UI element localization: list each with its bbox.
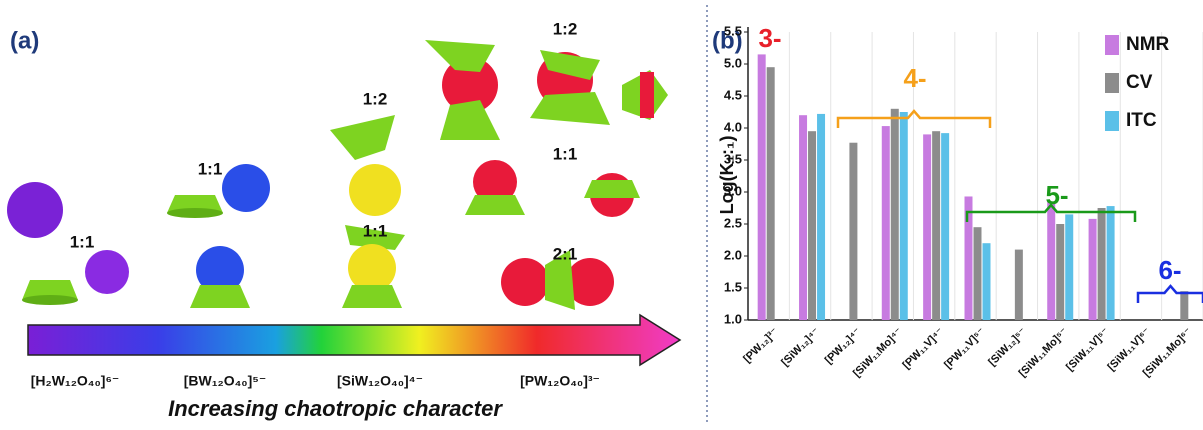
x-tick-label: [SiW₁₂]⁴⁻ <box>779 326 822 369</box>
bar <box>849 142 858 320</box>
bar <box>890 108 899 320</box>
annotation: 3- <box>758 23 781 53</box>
legend-swatch <box>1105 111 1119 131</box>
bar <box>799 115 808 320</box>
bar <box>817 113 826 320</box>
bar <box>1088 218 1097 320</box>
bar <box>1097 208 1106 320</box>
legend-label: ITC <box>1126 110 1157 131</box>
legend-label: NMR <box>1126 34 1170 55</box>
legend-swatch <box>1105 73 1119 93</box>
ratio-label: 1:1 <box>363 221 388 240</box>
bracket <box>965 203 1137 222</box>
bar <box>1065 214 1074 320</box>
bracket <box>836 109 992 128</box>
x-tick-label: [PW₁₁V]⁵⁻ <box>942 326 988 372</box>
bar <box>973 227 982 320</box>
x-tick-label: [PW₁₂]⁴⁻ <box>823 326 864 367</box>
y-tick-label: 2.5 <box>724 215 742 230</box>
molecules <box>7 40 668 310</box>
y-tick-label: 4.0 <box>724 119 742 134</box>
y-tick-label: 2.0 <box>724 247 742 262</box>
bar <box>899 112 908 320</box>
bar <box>964 196 973 320</box>
formula: [BW₁₂O₄₀]⁵⁻ <box>184 373 267 389</box>
ratio-label: 1:2 <box>553 19 578 38</box>
formula: [H₂W₁₂O₄₀]⁶⁻ <box>31 373 120 389</box>
x-tick-label: [SiW₁₂]⁵⁻ <box>986 326 1029 369</box>
y-tick-label: 3.0 <box>724 183 742 198</box>
bracket <box>1136 284 1203 303</box>
gradient-arrow <box>27 313 682 367</box>
arrow-label: Increasing chaotropic character <box>168 396 503 421</box>
y-tick-label: 5.0 <box>724 55 742 70</box>
x-tick-label: [PW₁₂]³⁻ <box>741 326 781 366</box>
ratio-label: 1:2 <box>363 89 388 108</box>
bar <box>932 131 941 320</box>
bar <box>941 133 950 320</box>
ratio-label: 1:1 <box>198 159 223 178</box>
bar <box>1047 201 1056 320</box>
bar <box>1056 224 1065 320</box>
y-tick-label: 4.5 <box>724 87 742 102</box>
x-tick-label: [PW₁₁V]⁴⁻ <box>901 326 947 372</box>
y-tick-label: 3.5 <box>724 151 742 166</box>
formula: [PW₁₂O₄₀]³⁻ <box>520 373 600 389</box>
panel-label: (b) <box>712 27 743 54</box>
bar <box>757 54 766 321</box>
y-tick-label: 5.5 <box>724 23 742 38</box>
bar <box>766 67 775 320</box>
annotation: 5- <box>1045 180 1068 210</box>
y-tick-label: 1.5 <box>724 279 742 294</box>
bar <box>881 126 890 320</box>
bar <box>808 131 817 320</box>
bar <box>1106 206 1115 320</box>
ratio-label: 1:1 <box>553 144 578 163</box>
formula: [SiW₁₂O₄₀]⁴⁻ <box>337 373 423 389</box>
y-tick-label: 1.0 <box>724 311 742 326</box>
ratio-label: 2:1 <box>553 244 578 263</box>
ratio-label: 1:1 <box>70 232 95 251</box>
annotation: 4- <box>903 63 926 93</box>
annotation: 6- <box>1158 255 1181 285</box>
x-tick-label: [SiW₁₁V]⁵⁻ <box>1064 326 1112 374</box>
y-axis-label: Log(K₁:₁) <box>717 136 737 215</box>
panel-label: (a) <box>10 27 39 54</box>
legend-label: CV <box>1126 72 1153 93</box>
bar <box>982 243 991 320</box>
bar <box>1180 291 1189 320</box>
bar <box>923 134 932 320</box>
legend-swatch <box>1105 35 1119 55</box>
bar <box>1014 249 1023 320</box>
